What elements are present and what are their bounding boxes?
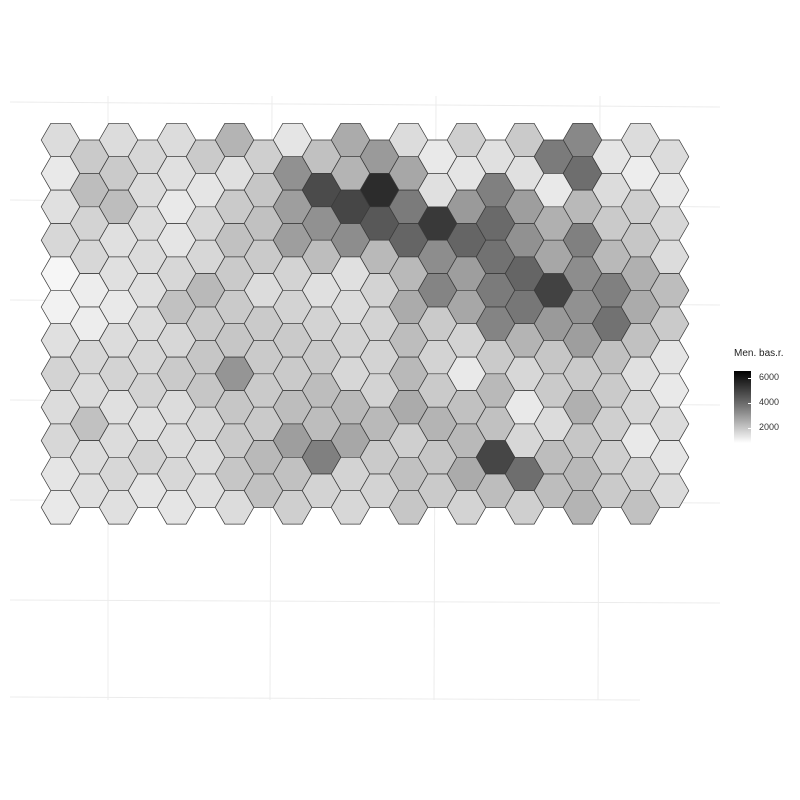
legend-title: Men. bas.r. bbox=[734, 348, 784, 359]
background-line bbox=[9, 599, 721, 604]
hex-cell bbox=[98, 490, 139, 525]
legend-tick-mark bbox=[748, 428, 751, 430]
legend: Men. bas.r. 2000 4000 6000 bbox=[734, 348, 794, 443]
hex-cell bbox=[40, 490, 81, 525]
hex-cell bbox=[330, 490, 371, 525]
hex-cell bbox=[214, 490, 255, 525]
hex-cell bbox=[156, 490, 197, 525]
legend-colorbar bbox=[734, 371, 751, 443]
legend-tick-label: 6000 bbox=[759, 372, 780, 383]
background-line bbox=[9, 101, 721, 108]
hex-cell bbox=[504, 490, 545, 525]
hex-cell bbox=[446, 490, 487, 525]
hex-cell bbox=[620, 490, 661, 525]
hex-cell bbox=[272, 490, 313, 525]
hex-cell bbox=[388, 490, 429, 525]
background-line bbox=[9, 696, 641, 701]
legend-tick-label: 4000 bbox=[759, 397, 780, 408]
legend-tick-mark bbox=[748, 403, 751, 405]
legend-tick-label: 2000 bbox=[759, 422, 780, 433]
hex-cell bbox=[562, 490, 603, 525]
hex-cells bbox=[40, 122, 690, 525]
legend-tick-mark bbox=[748, 378, 751, 380]
legend-body: 2000 4000 6000 bbox=[734, 363, 794, 443]
